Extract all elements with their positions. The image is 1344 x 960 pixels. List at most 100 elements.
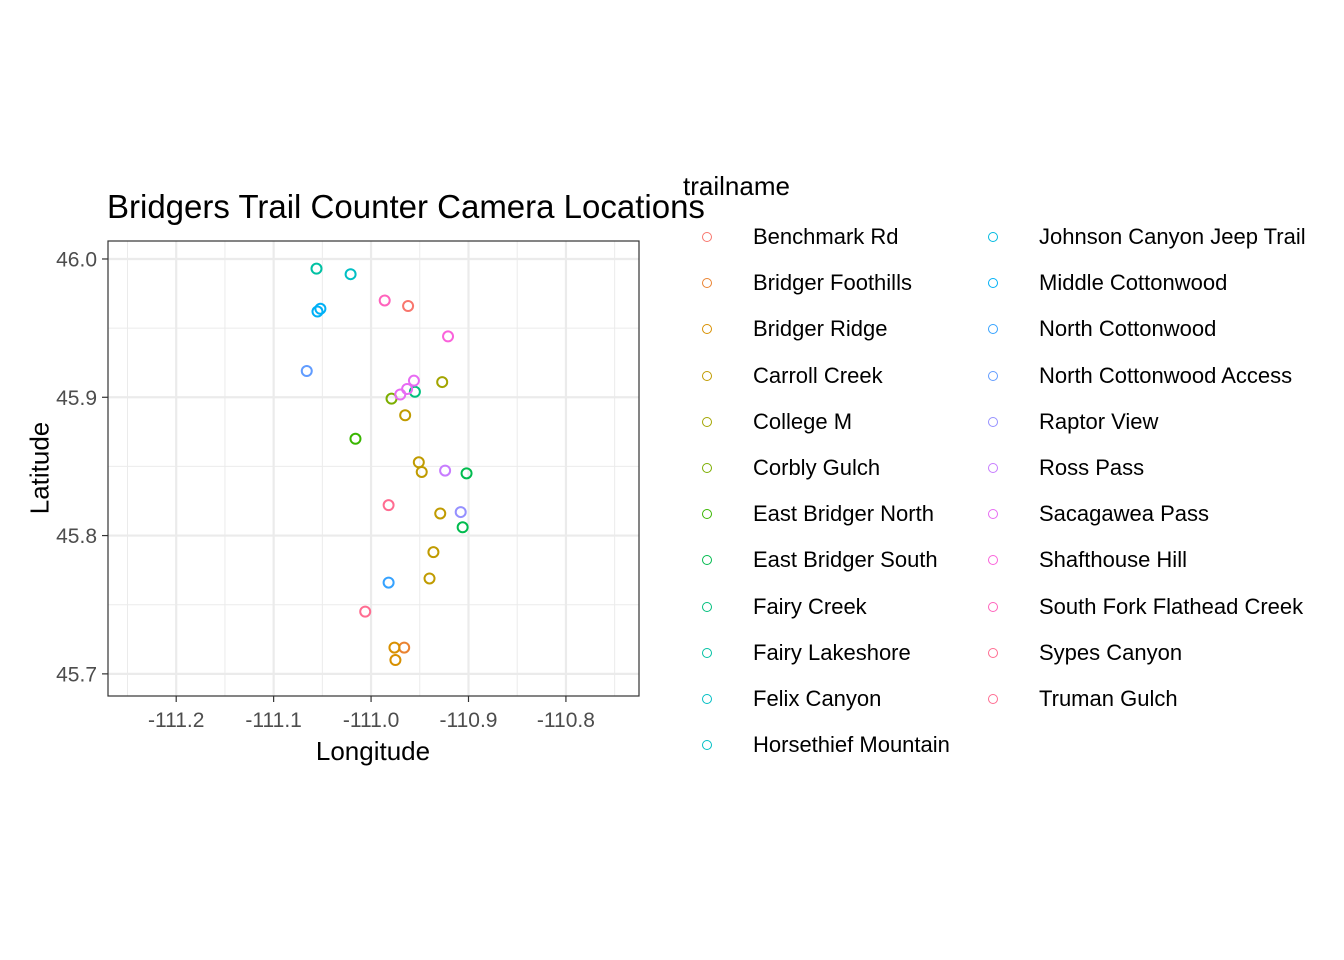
legend-label: Raptor View [1039, 408, 1159, 434]
x-tick-label: -111.2 [148, 709, 204, 732]
legend-label: Fairy Creek [753, 593, 867, 619]
data-point [300, 365, 313, 377]
legend-item: Bridger Ridge [693, 314, 888, 344]
legend-item: Horsethief Mountain [693, 730, 950, 760]
data-point [344, 268, 357, 281]
legend-label: North Cottonwood [1039, 316, 1217, 342]
legend-item: East Bridger South [693, 545, 938, 575]
legend-key [693, 592, 721, 622]
y-tick-label: 45.7 [56, 663, 97, 686]
legend-label: Horsethief Mountain [753, 732, 950, 758]
legend-label: South Fork Flathead Creek [1039, 593, 1304, 619]
legend-label: Fairy Lakeshore [753, 639, 911, 665]
data-point [378, 294, 391, 307]
data-point [398, 641, 411, 654]
legend-key [979, 268, 1007, 298]
legend-key [693, 638, 721, 668]
legend-item: Ross Pass [979, 453, 1144, 483]
legend-key [979, 684, 1007, 714]
data-point [415, 465, 428, 478]
legend-key [979, 592, 1007, 622]
legend-key [693, 684, 721, 714]
legend-item: South Fork Flathead Creek [979, 592, 1303, 622]
data-point [388, 641, 401, 654]
y-tick-label: 45.8 [56, 525, 97, 548]
legend-label: Shafthouse Hill [1039, 547, 1187, 573]
legend-label: Corbly Gulch [753, 455, 881, 480]
y-tick-label: 45.9 [56, 387, 97, 410]
legend-label: College M [753, 408, 853, 434]
legend-key [979, 453, 1007, 483]
data-point [349, 432, 362, 445]
legend-key [693, 361, 721, 391]
legend-item: Truman Gulch [979, 684, 1178, 714]
legend-key [979, 361, 1007, 391]
legend-label: Bridger Foothills [753, 270, 912, 296]
legend-key [693, 453, 721, 483]
legend-key [979, 407, 1007, 437]
legend-label: East Bridger South [753, 547, 938, 573]
legend-title: trailname [683, 171, 790, 201]
legend-label: Sacagawea Pass [1039, 501, 1209, 527]
legend-item: Middle Cottonwood [979, 268, 1227, 298]
data-point [408, 385, 421, 398]
legend-item: Raptor View [979, 407, 1158, 437]
x-tick-label: -111.1 [245, 709, 301, 732]
data-point [442, 330, 455, 343]
legend-key [979, 638, 1007, 668]
data-point [423, 572, 436, 585]
legend-key [693, 730, 721, 760]
y-axis-label: Latitude [24, 421, 55, 515]
legend-item: Benchmark Rd [693, 222, 899, 252]
legend-item: Sacagawea Pass [979, 499, 1209, 529]
legend-label: Carroll Creek [753, 362, 883, 388]
legend-key [979, 545, 1007, 575]
data-point [407, 374, 420, 387]
data-point [311, 305, 324, 318]
legend-item: Sypes Canyon [979, 638, 1182, 668]
legend-key [693, 407, 721, 437]
data-point [402, 300, 415, 312]
data-point [434, 507, 447, 520]
data-point [401, 382, 414, 395]
legend-key [693, 268, 721, 298]
legend-label: Johnson Canyon Jeep Trail [1039, 224, 1306, 249]
legend-key [979, 222, 1007, 252]
legend-key [693, 499, 721, 529]
y-tick-label: 46.0 [56, 248, 97, 271]
legend-label: Middle Cottonwood [1039, 270, 1228, 296]
legend-label: North Cottonwood Access [1039, 362, 1293, 388]
data-point [460, 467, 473, 480]
legend-key [693, 314, 721, 344]
legend-key [693, 222, 721, 252]
legend-item: Bridger Foothills [693, 268, 912, 298]
x-axis-label: Longitude [315, 736, 431, 766]
data-point [314, 302, 327, 315]
data-point [382, 499, 395, 512]
legend-label: Ross Pass [1039, 455, 1145, 480]
legend-key [979, 499, 1007, 529]
data-point [454, 506, 467, 519]
data-point [439, 464, 452, 477]
legend-item: East Bridger North [693, 499, 934, 529]
legend-label: East Bridger North [753, 501, 934, 527]
legend-label: Bridger Ridge [753, 316, 888, 342]
legend-item: Carroll Creek [693, 361, 883, 391]
data-point [359, 605, 372, 618]
data-point [427, 546, 440, 559]
data-point [436, 376, 449, 389]
data-point [382, 576, 395, 589]
legend-item: Fairy Creek [693, 592, 867, 622]
legend-item: Felix Canyon [693, 684, 881, 714]
legend-item: College M [693, 407, 852, 437]
legend-label: Truman Gulch [1039, 686, 1178, 711]
x-tick-label: -110.9 [439, 709, 497, 732]
data-point [389, 654, 402, 667]
legend-item: Shafthouse Hill [979, 545, 1187, 575]
legend-label: Felix Canyon [753, 686, 882, 711]
legend-item: Corbly Gulch [693, 453, 880, 483]
legend-item: North Cottonwood [979, 314, 1216, 344]
legend-key [979, 314, 1007, 344]
